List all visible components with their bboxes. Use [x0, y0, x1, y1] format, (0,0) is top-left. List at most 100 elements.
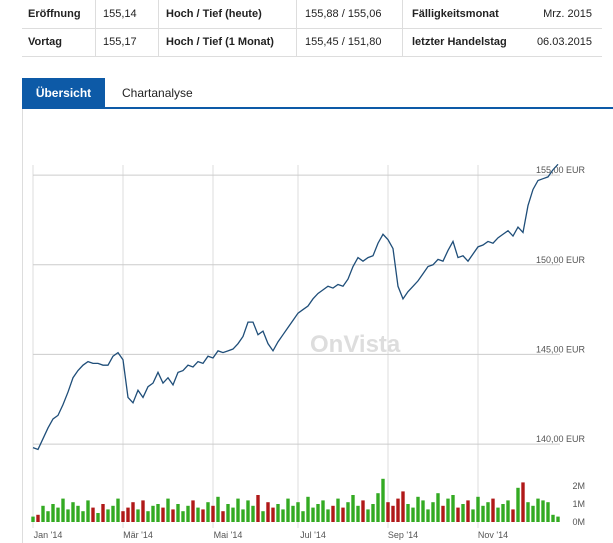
volume-bar: [496, 507, 500, 522]
volume-bar: [31, 516, 35, 522]
volume-bar: [106, 509, 110, 522]
volume-bar: [276, 504, 280, 522]
row-line: [22, 56, 602, 57]
volume-bar: [516, 487, 520, 522]
volume-bar: [211, 505, 215, 522]
volume-bar: [471, 509, 475, 522]
volume-bar: [451, 495, 455, 522]
volume-bar: [281, 509, 285, 522]
volume-bar: [311, 507, 315, 522]
volume-bar: [81, 511, 85, 522]
volume-bar: [426, 509, 430, 522]
volume-bar: [231, 507, 235, 522]
volume-bar: [511, 509, 515, 522]
row-line: [22, 28, 602, 29]
volume-bar: [161, 507, 165, 522]
field-value: 155,14: [103, 8, 137, 20]
volume-bar: [111, 505, 115, 522]
volume-bar: [71, 502, 75, 522]
volume-bar: [171, 509, 175, 522]
volume-bar: [506, 500, 510, 522]
volume-bar: [51, 504, 55, 522]
volume-bar: [541, 500, 545, 522]
field-value: Mrz. 2015: [543, 8, 592, 20]
volume-bar: [156, 504, 160, 522]
volume-bar: [146, 511, 150, 522]
volume-bar: [96, 513, 100, 522]
price-line: [32, 163, 559, 451]
volume-bar: [431, 502, 435, 522]
volume-bar: [36, 514, 40, 522]
tab[interactable]: Chartanalyse: [122, 86, 193, 100]
y-tick-label: 155,00 EUR: [536, 165, 586, 175]
volume-bar: [376, 493, 380, 522]
volume-bar: [486, 502, 490, 522]
field-value: 155,88 / 155,06: [305, 8, 382, 20]
volume-tick-label: 2M: [572, 481, 585, 491]
field-label: Fälligkeitsmonat: [412, 8, 499, 20]
field-value: 155,17: [103, 36, 137, 48]
x-tick-label: Mär '14: [123, 530, 153, 540]
volume-bar: [391, 505, 395, 522]
volume-bar: [341, 507, 345, 522]
volume-tick-label: 1M: [572, 499, 585, 509]
volume-bar: [436, 493, 440, 522]
volume-bar: [551, 514, 555, 522]
volume-bar: [216, 496, 220, 522]
volume-bar: [251, 505, 255, 522]
volume-bar: [126, 507, 130, 522]
volume-bar: [371, 504, 375, 522]
volume-bar: [466, 500, 470, 522]
volume-bar: [526, 502, 530, 522]
x-tick-label: Jan '14: [34, 530, 63, 540]
volume-bar: [336, 498, 340, 522]
volume-bar: [501, 504, 505, 522]
volume-bar: [351, 495, 355, 522]
y-tick-label: 145,00 EUR: [536, 344, 586, 354]
volume-bar: [41, 505, 45, 522]
volume-bar: [406, 504, 410, 522]
volume-bar: [556, 516, 560, 522]
volume-bar: [286, 498, 290, 522]
x-tick-label: Jul '14: [300, 530, 326, 540]
volume-bar: [331, 505, 335, 522]
x-tick-label: Nov '14: [478, 530, 508, 540]
volume-bar: [206, 502, 210, 522]
volume-bar: [226, 504, 230, 522]
tab-active[interactable]: Übersicht: [22, 78, 105, 108]
volume-bar: [196, 507, 200, 522]
tab-underline: [22, 107, 613, 109]
volume-bar: [241, 509, 245, 522]
volume-bar: [396, 498, 400, 522]
volume-bar: [386, 502, 390, 522]
y-tick-label: 140,00 EUR: [536, 434, 586, 444]
field-label: Eröffnung: [28, 8, 81, 20]
volume-bar: [306, 496, 310, 522]
volume-bar: [66, 509, 70, 522]
volume-bar: [246, 500, 250, 522]
x-tick-label: Mai '14: [214, 530, 243, 540]
volume-bar: [321, 500, 325, 522]
field-label: Vortag: [28, 36, 63, 48]
volume-bar: [121, 511, 125, 522]
volume-tick-label: 0M: [572, 517, 585, 527]
volume-bar: [56, 507, 60, 522]
volume-bar: [456, 507, 460, 522]
volume-bar: [291, 505, 295, 522]
volume-bar: [446, 498, 450, 522]
volume-bar: [256, 495, 260, 522]
volume-bar: [401, 491, 405, 522]
volume-bar: [116, 498, 120, 522]
volume-bar: [461, 504, 465, 522]
volume-bar: [301, 511, 305, 522]
volume-bar: [536, 498, 540, 522]
field-label: letzter Handelstag: [412, 36, 507, 48]
volume-bar: [136, 509, 140, 522]
volume-bar: [186, 505, 190, 522]
field-label: Hoch / Tief (1 Monat): [166, 36, 274, 48]
volume-bar: [411, 507, 415, 522]
volume-bar: [441, 505, 445, 522]
volume-bar: [381, 478, 385, 522]
